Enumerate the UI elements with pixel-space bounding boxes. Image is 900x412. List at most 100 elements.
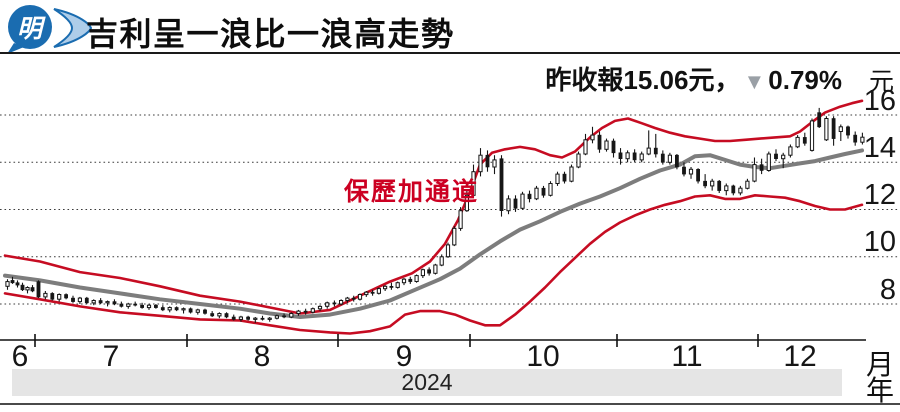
candle-body-up [492,159,497,168]
candle-body-up [464,194,469,212]
month-label-8: 8 [253,340,271,373]
month-label-10: 10 [526,340,560,373]
candle-body-down [513,198,518,209]
candle-body-down [160,307,165,311]
candle-body-down [119,303,124,307]
candle-body-up [420,269,425,277]
candle-body-up [506,198,511,212]
candle-body-down [696,169,701,182]
candle-body-down [632,152,637,161]
candle-body-down [759,164,764,171]
candle-body-up [590,134,595,141]
header-divider [0,52,900,54]
candle-body-down [682,166,686,175]
candle-body-up [289,313,294,318]
candle-body-down [71,297,75,302]
y-tick-12: 12 [863,179,896,211]
year-band: 2024 [12,369,842,396]
candle-body-down [36,281,41,298]
candle-body-up [555,173,560,185]
candle-body-up [43,292,48,298]
candle-body-up [724,185,729,192]
candle-body-down [140,304,145,308]
candle-body-up [766,153,771,171]
candle-body-up [339,300,344,305]
candle-body-up [738,187,743,194]
candle-body-down [527,193,532,200]
y-tick-14: 14 [863,132,896,164]
candle-body-up [296,310,301,315]
candle-body-up [471,171,476,196]
candle-body-up [445,244,451,258]
candle-body-down [499,158,504,211]
candle-body-down [853,134,858,143]
candle-body-down [224,313,229,318]
candle-body-up [824,118,829,141]
gridlines [0,114,898,305]
candle-body-up [167,307,172,311]
candle-body-up [534,187,539,200]
logo-character: 明 [17,15,46,43]
candle-body-up [478,154,483,173]
candle-body-up [414,275,419,283]
candle-body-up [105,301,110,304]
candle-body-down [98,300,103,304]
logo-bubble-tail [7,43,24,54]
candle-body-up [745,180,750,189]
candle-body-down [541,187,546,196]
candle-body-up [688,168,694,175]
logo-bubble [8,5,52,49]
candle-body-down [84,297,89,304]
candle-body-up [520,193,525,209]
candle-body-up [267,317,272,320]
candle-body-up [569,166,574,182]
candle-body-up [576,153,581,168]
month-label-7: 7 [102,340,120,373]
candle-body-down [188,308,193,313]
mingpao-logo: 明 [7,5,93,54]
month-label-11: 11 [671,340,703,373]
candle-body-down [389,285,394,288]
candle-body-down [774,153,778,159]
candle-body-up [317,305,323,310]
candle-body-up [860,136,865,143]
x-axis-month-unit-label: 月 [865,349,894,380]
candle-body-down [597,134,602,150]
candlesticks [5,107,865,323]
candle-body-down [210,313,215,317]
candle-body-up [548,183,553,196]
candle-body-up [253,317,258,320]
candle-body-up [710,180,715,187]
candle-body-up [795,136,800,148]
candle-body-down [408,278,413,282]
candle-body-up [310,308,315,313]
bollinger-upper-band [3,99,864,315]
month-label-6: 6 [11,340,29,373]
candle-body-up [146,304,152,309]
candle-body-down [246,316,251,320]
y-tick-10: 10 [863,226,896,258]
candle-body-down [674,154,679,168]
candle-body-up [217,313,222,317]
candle-body-up [274,315,279,319]
candle-body-down [717,180,722,191]
candle-body-down [64,294,69,299]
candle-body-down [282,315,287,318]
candle-body-up [433,264,438,274]
candle-body-up [57,294,62,300]
candle-body-down [20,284,25,291]
candle-body-down [203,309,207,314]
candle-body-up [452,227,457,246]
y-axis-unit-label: 元 [868,68,894,96]
bollinger-lower-band [3,194,864,335]
candle-body-up [583,139,588,155]
down-triangle-icon: ▼ [743,69,766,94]
year-label: 2024 [401,369,453,395]
candle-body-up [25,287,30,291]
candle-body-down [802,137,807,144]
candle-body-up [604,140,609,150]
candle-body-up [646,147,651,155]
candle-body-down [260,317,265,320]
candle-body-up [788,146,793,156]
